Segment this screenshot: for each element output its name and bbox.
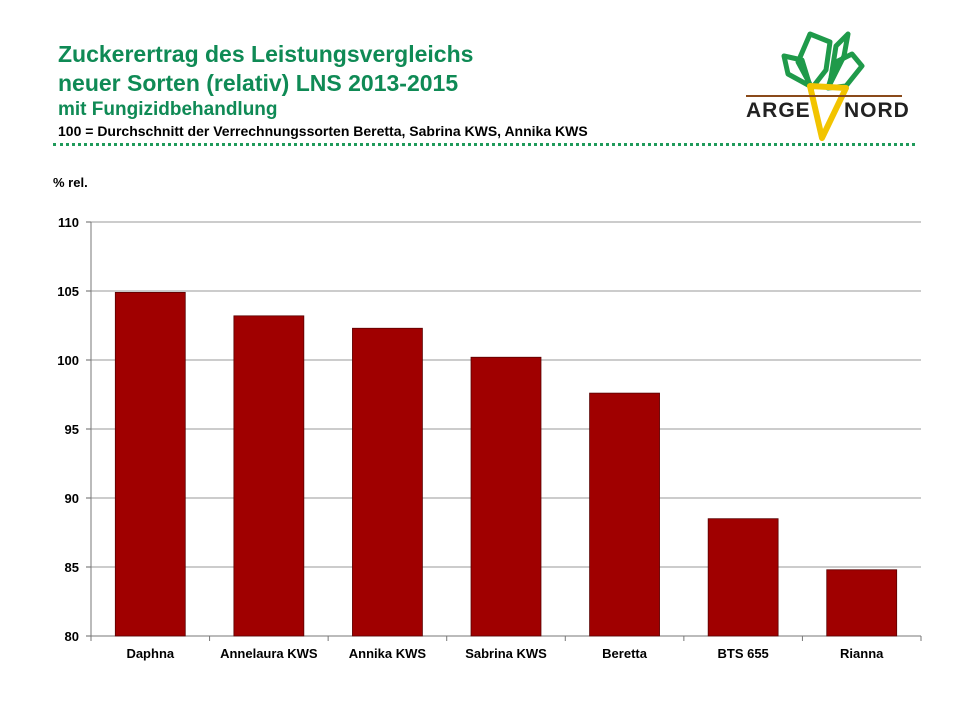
y-tick-label: 80 <box>65 629 79 644</box>
x-category-label: BTS 655 <box>717 646 768 661</box>
chart-subtitle: 100 = Durchschnitt der Verrechnungssorte… <box>58 123 588 139</box>
y-tick-label: 85 <box>65 560 79 575</box>
chart-title-line-3: mit Fungizidbehandlung <box>58 99 278 120</box>
x-category-label: Annelaura KWS <box>220 646 318 661</box>
x-category-label: Beretta <box>602 646 648 661</box>
y-tick-label: 105 <box>57 284 79 299</box>
y-tick-label: 110 <box>58 215 79 230</box>
x-category-label: Rianna <box>840 646 884 661</box>
bar-bts-655 <box>707 518 779 637</box>
y-tick-label: 95 <box>65 422 79 437</box>
x-category-label: Annika KWS <box>349 646 427 661</box>
chart-title-line-1: Zuckerertrag des Leistungsvergleichs <box>58 41 474 67</box>
bar-annika-kws <box>352 327 423 637</box>
arge-nord-logo: ARGE NORD <box>740 26 910 144</box>
title-divider <box>53 143 915 146</box>
chart-title-line-2: neuer Sorten (relativ) LNS 2013-2015 <box>58 70 459 96</box>
y-tick-label: 90 <box>65 491 79 506</box>
sugar-beet-logo-icon <box>746 31 902 141</box>
x-category-label: Daphna <box>126 646 174 661</box>
bar-rianna <box>826 569 898 637</box>
bar-annelaura-kws <box>233 315 305 637</box>
bar-sabrina-kws <box>470 356 542 637</box>
x-category-label: Sabrina KWS <box>465 646 547 661</box>
bar-beretta <box>589 392 660 637</box>
y-tick-label: 100 <box>57 353 79 368</box>
bar-daphna <box>114 291 186 637</box>
title-block: Zuckerertrag des Leistungsvergleichs neu… <box>58 40 738 140</box>
logo-word-right: NORD <box>844 99 910 122</box>
logo-word-left: ARGE <box>746 99 811 122</box>
y-axis-unit-label: % rel. <box>53 175 88 190</box>
